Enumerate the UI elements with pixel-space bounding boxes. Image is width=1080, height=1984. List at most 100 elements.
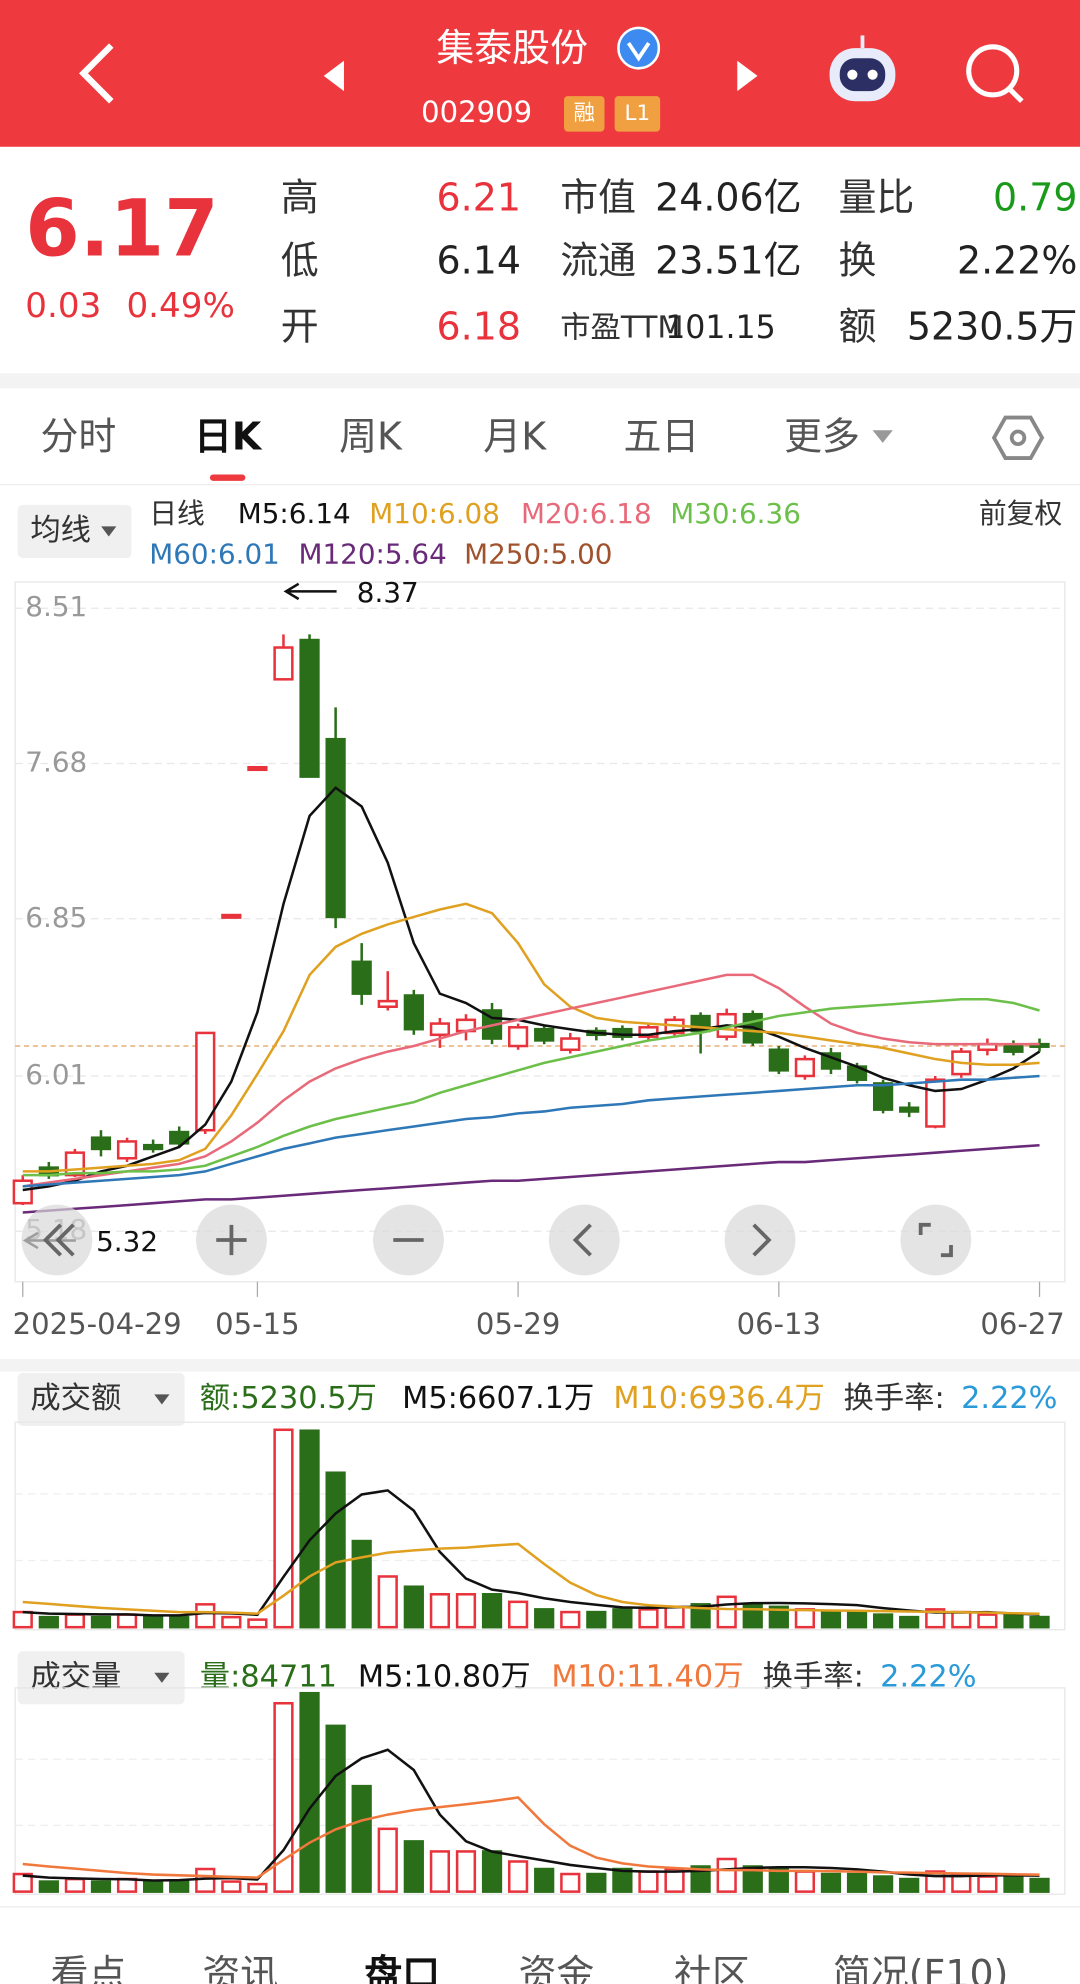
- menu-label: 成交量: [30, 1659, 121, 1694]
- bottom-tab[interactable]: 看点: [51, 1952, 127, 1984]
- volume-bar: [116, 1613, 138, 1629]
- prev-stock[interactable]: [323, 60, 344, 92]
- stat-label: 流通: [560, 239, 636, 283]
- back-button[interactable]: [78, 43, 114, 104]
- icon: [572, 1223, 592, 1257]
- verified-icon: [617, 26, 661, 70]
- candle-body: [221, 913, 242, 919]
- candle-body: [1003, 1044, 1024, 1053]
- price-change: 0.03: [25, 286, 101, 326]
- volume-bar: [455, 1593, 477, 1629]
- search-button[interactable]: [966, 44, 1024, 104]
- volume-bar: [116, 1877, 138, 1893]
- candle-body: [794, 1057, 816, 1078]
- charts: 均线 日线 前复权 M5:6.14 M10:6.08 M20:6.18 M30:6.36 M6…: [13, 497, 1066, 1895]
- volume-bar: [1003, 1613, 1024, 1629]
- price-change-pct: 0.49%: [126, 286, 234, 326]
- bottom-tab[interactable]: 盘口: [364, 1952, 440, 1984]
- active-tab-indicator: [209, 474, 246, 481]
- assistant-icon[interactable]: [829, 35, 896, 102]
- volume-bar: [612, 1867, 633, 1893]
- y-tick-label: 7.68: [25, 746, 87, 779]
- volume-bar: [534, 1867, 555, 1893]
- candle-body: [872, 1082, 894, 1111]
- volume-bar: [820, 1610, 842, 1629]
- stat-label: 换: [838, 239, 876, 283]
- menu-button[interactable]: [17, 504, 132, 558]
- volume-bar: [351, 1539, 372, 1629]
- bottom-tabs: 看点 资讯 盘口 资金 社区 简况(F10): [51, 1952, 1009, 1984]
- menu-button[interactable]: [17, 1372, 185, 1426]
- stat-value: 23.51亿: [655, 239, 802, 283]
- bottom-tab[interactable]: 资讯: [202, 1952, 278, 1984]
- legend-item: M120:5.64: [298, 537, 446, 570]
- next-stock[interactable]: [737, 60, 758, 92]
- volume-bar: [951, 1610, 972, 1629]
- x-tick-label: 05-29: [476, 1307, 560, 1341]
- legend-item: 额:5230.5万: [200, 1381, 377, 1416]
- stat-label: 市盈TTM: [560, 310, 683, 345]
- bottom-tab[interactable]: 资金: [519, 1952, 595, 1984]
- period-tabs: 分时 日K 周K 月K 五日 更多: [40, 415, 893, 481]
- ma-line: [22, 1143, 1040, 1214]
- plot-frame: [14, 1687, 1066, 1895]
- volume-bar: [664, 1605, 685, 1629]
- stock-name: 集泰股份: [436, 26, 588, 70]
- volume-bar: [742, 1603, 763, 1629]
- volume-bar: [690, 1603, 711, 1629]
- scroll-right-button[interactable]: [724, 1204, 796, 1276]
- settings-icon[interactable]: [991, 415, 1045, 460]
- ma-line: [22, 1796, 1040, 1879]
- stat-label: 高: [281, 175, 319, 219]
- ma-line: [22, 1489, 1040, 1617]
- candle-body: [377, 999, 398, 1008]
- adjust-label[interactable]: 前复权: [979, 497, 1062, 530]
- period-tab[interactable]: 分时: [40, 415, 116, 459]
- legend-item: M30:6.36: [670, 497, 801, 530]
- legend-item: M10:11.40万: [551, 1659, 743, 1694]
- dropdown-arrow: [101, 526, 117, 537]
- volume-bar: [1029, 1615, 1050, 1629]
- bottom-tab[interactable]: 社区: [674, 1952, 750, 1984]
- volume-bar: [977, 1613, 998, 1629]
- candle-body: [273, 646, 294, 681]
- volume-bar: [403, 1585, 424, 1629]
- period-tab[interactable]: 周K: [339, 415, 403, 459]
- legend-item: M5:6.14: [238, 497, 351, 530]
- menu-label: 均线: [30, 513, 91, 548]
- dropdown-arrow: [154, 1672, 170, 1683]
- period-tab[interactable]: 日K: [194, 415, 263, 459]
- volume-bar: [221, 1615, 242, 1629]
- volume-bar: [143, 1880, 164, 1893]
- volume-bar: [1003, 1875, 1024, 1893]
- volume-bar: [872, 1613, 894, 1629]
- turnover-value: 2.22%: [880, 1659, 976, 1694]
- plot-frame: [14, 581, 1066, 1283]
- volume-bar: [899, 1877, 920, 1893]
- legend-item: M10:6.08: [369, 497, 500, 530]
- period-tab[interactable]: 五日: [623, 415, 699, 459]
- volume-bar: [768, 1867, 789, 1893]
- volume-bar: [273, 1428, 294, 1629]
- period-tab[interactable]: 更多: [784, 415, 860, 459]
- menu-button[interactable]: [17, 1651, 185, 1705]
- volume-bar: [299, 1691, 320, 1893]
- period-label: 日线: [149, 497, 205, 530]
- candle-body: [90, 1136, 112, 1151]
- volume-bar: [586, 1872, 607, 1893]
- stat-value: 101.15: [665, 310, 776, 346]
- verified-check: [626, 41, 651, 62]
- volume-bar: [403, 1840, 424, 1893]
- volume-bar: [481, 1850, 503, 1893]
- scroll-left-button[interactable]: [548, 1204, 620, 1276]
- volume-bar: [560, 1610, 581, 1629]
- fullscreen-button[interactable]: [900, 1204, 972, 1276]
- volume-bar: [299, 1429, 320, 1629]
- period-tab[interactable]: 月K: [483, 415, 547, 459]
- turnover-label: 换手率:: [763, 1659, 864, 1694]
- turnover-label: 换手率:: [844, 1381, 945, 1416]
- bottom-tab[interactable]: 简况(F10): [833, 1952, 1009, 1984]
- stat-value: 2.22%: [957, 239, 1077, 283]
